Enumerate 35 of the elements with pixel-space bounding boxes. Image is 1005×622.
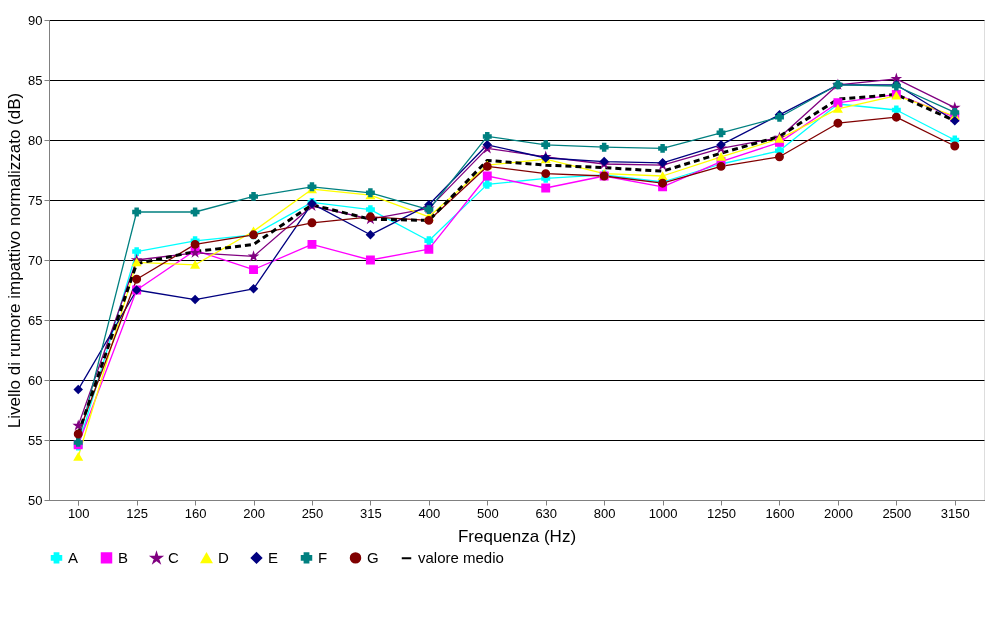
legend-label: A bbox=[68, 548, 79, 566]
x-tick-label: 1000 bbox=[648, 505, 678, 521]
legend-label: F bbox=[318, 548, 328, 566]
y-tick-label: 85 bbox=[28, 72, 43, 88]
y-tick-label: 80 bbox=[28, 132, 43, 148]
x-tick-label: 200 bbox=[243, 505, 265, 521]
x-axis-title: Frequenza (Hz) bbox=[457, 526, 577, 546]
x-tick-label: 125 bbox=[126, 505, 149, 521]
x-tick-label: 160 bbox=[184, 505, 207, 521]
x-tick-label: 630 bbox=[535, 505, 558, 521]
x-tick-label: 100 bbox=[67, 505, 90, 521]
x-tick-label: 500 bbox=[476, 505, 499, 521]
legend-label: B bbox=[118, 548, 129, 566]
y-tick-label: 75 bbox=[28, 192, 43, 208]
y-tick-label: 90 bbox=[28, 12, 43, 28]
y-tick-label: 55 bbox=[28, 432, 43, 448]
x-tick-label: 1600 bbox=[765, 505, 795, 521]
x-tick-label: 3150 bbox=[940, 505, 970, 521]
y-tick-label: 65 bbox=[28, 312, 43, 328]
y-tick-label: 60 bbox=[28, 372, 43, 388]
y-tick-label: 70 bbox=[28, 252, 43, 268]
legend-label: valore medio bbox=[418, 549, 504, 567]
x-tick-label: 2000 bbox=[823, 505, 853, 521]
legend-label: C bbox=[168, 549, 179, 567]
x-tick-label: 1250 bbox=[707, 505, 736, 521]
y-tick-label: 50 bbox=[28, 492, 43, 508]
legend-label: E bbox=[268, 548, 279, 566]
x-tick-label: 800 bbox=[593, 505, 616, 521]
y-axis-title: Livello di rumore impattivo normalizzato (dB) bbox=[5, 92, 25, 429]
x-tick-label: 2500 bbox=[882, 505, 912, 521]
x-tick-label: 315 bbox=[360, 505, 382, 521]
legend-label: G bbox=[367, 548, 379, 566]
x-tick-label: 250 bbox=[301, 505, 324, 521]
legend-label: D bbox=[218, 549, 229, 567]
x-tick-label: 400 bbox=[418, 505, 441, 521]
